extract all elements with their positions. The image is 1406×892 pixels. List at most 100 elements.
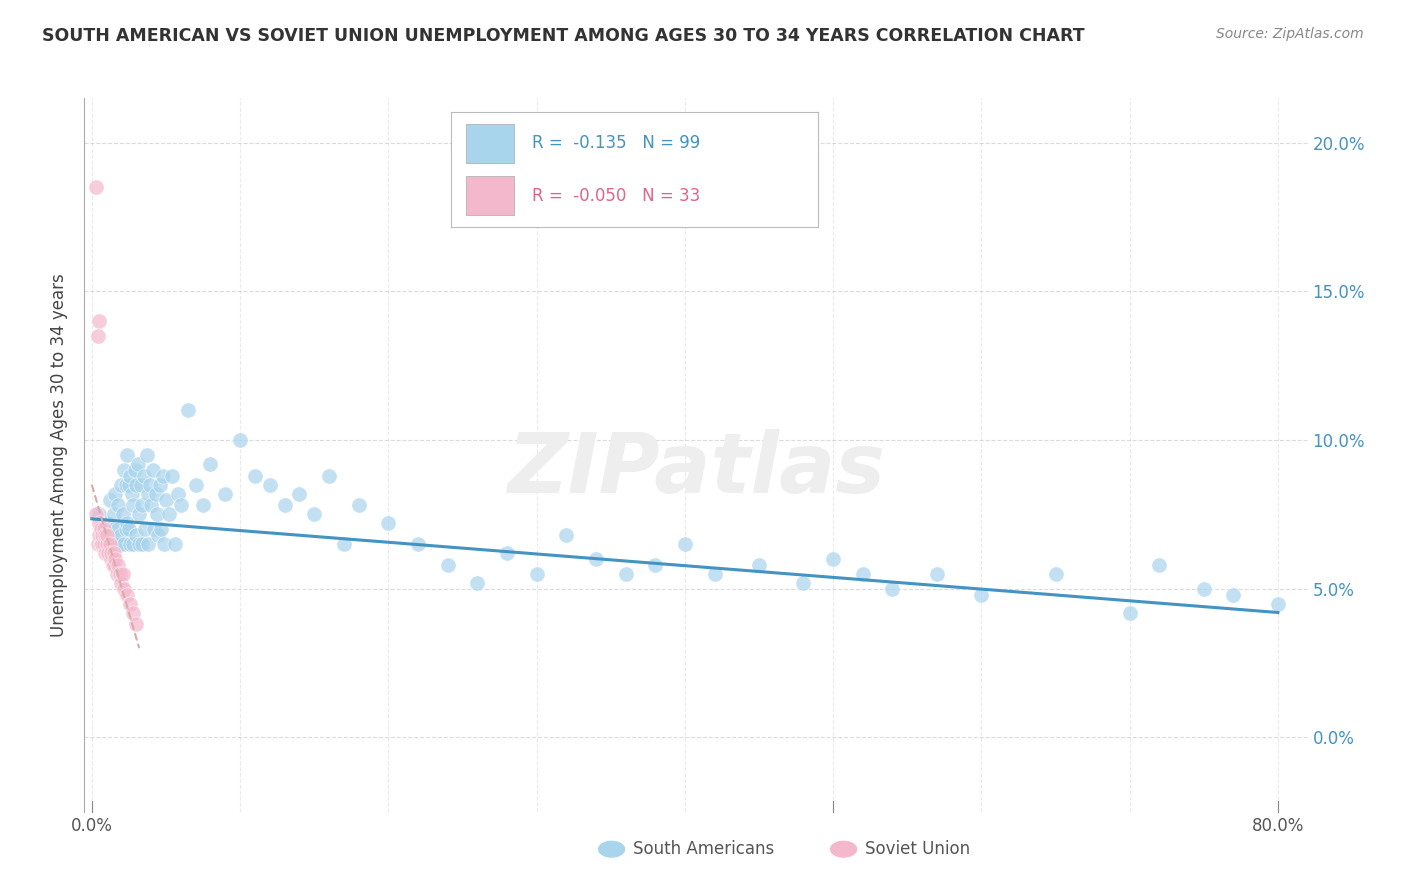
Point	[146, 508, 169, 522]
Point	[86, 329, 108, 343]
Point	[90, 522, 112, 536]
Point	[117, 516, 139, 531]
Point	[127, 457, 149, 471]
Point	[555, 528, 578, 542]
Point	[125, 477, 148, 491]
Point	[121, 486, 143, 500]
Point	[110, 575, 132, 590]
Point	[122, 606, 145, 620]
Point	[145, 486, 167, 500]
Text: Source: ZipAtlas.com: Source: ZipAtlas.com	[1216, 27, 1364, 41]
Point	[792, 575, 814, 590]
Point	[103, 558, 125, 572]
Point	[98, 528, 121, 542]
Point	[128, 508, 150, 522]
Point	[122, 499, 145, 513]
Point	[152, 468, 174, 483]
Point	[115, 522, 138, 536]
Point	[110, 528, 132, 542]
Point	[128, 537, 150, 551]
Point	[160, 468, 183, 483]
Point	[112, 582, 135, 596]
Point	[318, 468, 340, 483]
Text: ZIPatlas: ZIPatlas	[508, 429, 884, 509]
Point	[96, 537, 118, 551]
Point	[333, 537, 356, 551]
Point	[103, 546, 125, 560]
Point	[90, 537, 112, 551]
Point	[1045, 566, 1067, 581]
Point	[107, 558, 129, 572]
Point	[143, 522, 166, 536]
Point	[118, 477, 141, 491]
Point	[149, 477, 172, 491]
Point	[614, 566, 637, 581]
Point	[132, 468, 155, 483]
Point	[129, 477, 152, 491]
Point	[93, 522, 115, 536]
Point	[585, 552, 607, 566]
Point	[110, 477, 132, 491]
Point	[139, 499, 162, 513]
Point	[1118, 606, 1140, 620]
Point	[302, 508, 325, 522]
Point	[1149, 558, 1171, 572]
Point	[100, 552, 122, 566]
Point	[135, 448, 157, 462]
Point	[496, 546, 519, 560]
Point	[673, 537, 696, 551]
Point	[191, 499, 214, 513]
Point	[273, 499, 295, 513]
Point	[148, 528, 170, 542]
Point	[100, 546, 122, 560]
Point	[107, 499, 129, 513]
Point	[153, 537, 176, 551]
Point	[465, 575, 488, 590]
Point	[115, 477, 138, 491]
Point	[120, 537, 142, 551]
Point	[184, 477, 207, 491]
Point	[644, 558, 666, 572]
Point	[259, 477, 281, 491]
Point	[117, 448, 139, 462]
Point	[200, 457, 222, 471]
Point	[101, 537, 124, 551]
Point	[134, 522, 156, 536]
Point	[347, 499, 370, 513]
Point	[84, 180, 107, 194]
Point	[124, 463, 146, 477]
Point	[103, 522, 125, 536]
Point	[142, 463, 165, 477]
Point	[703, 566, 725, 581]
Point	[748, 558, 770, 572]
Point	[94, 546, 117, 560]
Point	[93, 522, 115, 536]
Y-axis label: Unemployment Among Ages 30 to 34 years: Unemployment Among Ages 30 to 34 years	[51, 273, 69, 637]
Point	[118, 522, 141, 536]
Point	[288, 486, 311, 500]
Point	[84, 508, 107, 522]
Point	[108, 537, 131, 551]
Point	[138, 477, 160, 491]
Point	[125, 528, 148, 542]
Point	[96, 528, 118, 542]
Point	[91, 528, 114, 542]
Point	[243, 468, 266, 483]
Point	[925, 566, 948, 581]
Text: South Americans: South Americans	[633, 840, 773, 858]
Point	[112, 537, 135, 551]
Point	[94, 528, 117, 542]
Text: Soviet Union: Soviet Union	[865, 840, 970, 858]
Point	[120, 597, 142, 611]
Point	[166, 486, 188, 500]
Point	[1222, 588, 1244, 602]
Point	[229, 433, 252, 447]
Point	[122, 537, 145, 551]
Point	[1267, 597, 1289, 611]
Point	[98, 492, 121, 507]
Point	[96, 516, 118, 531]
Point	[108, 566, 131, 581]
Point	[163, 537, 186, 551]
Point	[150, 522, 173, 536]
Point	[105, 566, 128, 581]
